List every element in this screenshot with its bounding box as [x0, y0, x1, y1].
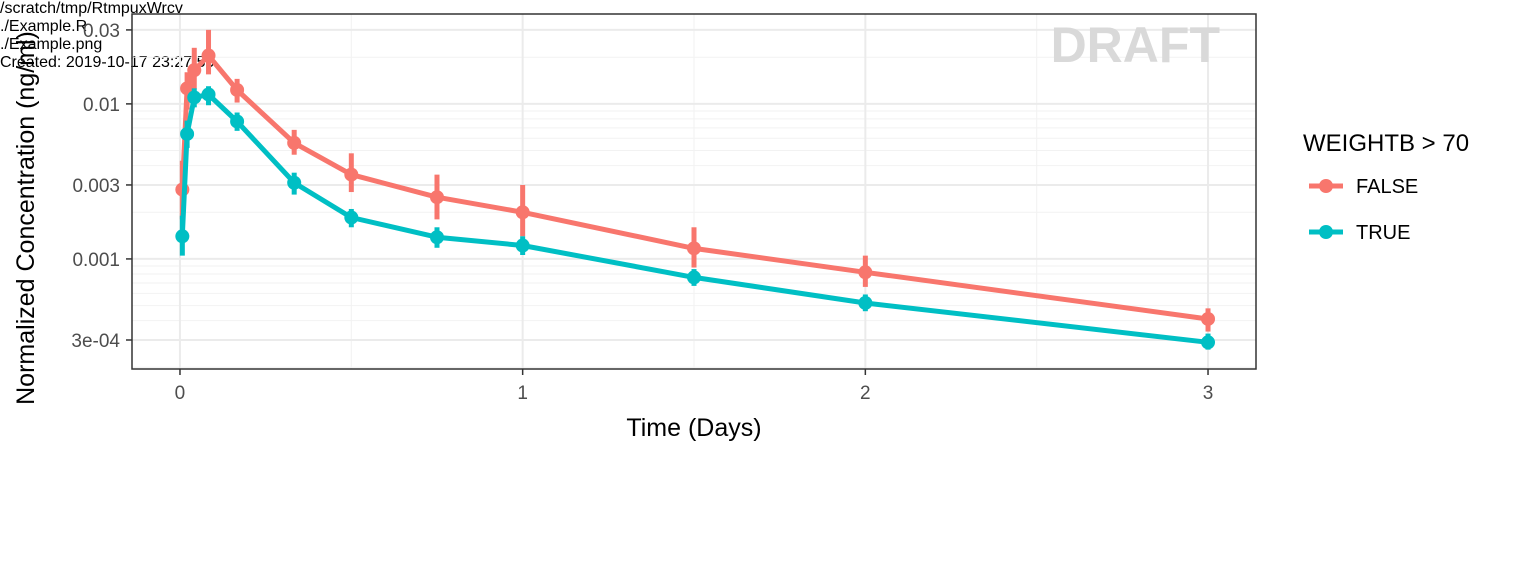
data-point: [201, 48, 216, 63]
legend-item-true: TRUE: [1309, 222, 1410, 244]
series-layer: [175, 29, 1216, 350]
caption-line: ./Example.png: [0, 36, 103, 53]
legend-label: TRUE: [1356, 222, 1410, 244]
y-tick-label: 0.01: [83, 95, 120, 116]
y-axis: 3e-04 0.001 0.003 0.01 0.03: [71, 21, 132, 352]
x-tick-label: 1: [517, 383, 528, 404]
caption: /scratch/tmp/RtmpuxWrcv ./Example.R ./Exam…: [0, 0, 1536, 72]
data-point: [187, 90, 202, 105]
data-point: [230, 82, 245, 97]
legend-label: FALSE: [1356, 176, 1418, 198]
x-axis: 0 1 2 3: [175, 369, 1214, 404]
data-point: [515, 238, 530, 253]
caption-line: ./Example.R: [0, 18, 88, 35]
x-tick-label: 0: [175, 383, 186, 404]
series-false: [175, 29, 1216, 332]
data-point: [201, 87, 216, 102]
series-true: [175, 86, 1216, 350]
legend-items: FALSE TRUE: [1309, 176, 1418, 244]
y-axis-title: Normalized Concentration (ng/ml): [12, 31, 40, 405]
caption-line: /scratch/tmp/RtmpuxWrcv: [0, 0, 183, 17]
x-tick-label: 3: [1203, 383, 1214, 404]
x-axis-title: Time (Days): [626, 414, 761, 442]
data-point: [175, 229, 190, 244]
y-tick-label: 0.003: [72, 176, 120, 197]
data-point: [515, 205, 530, 220]
caption-line: Created: 2019-10-17 23:27:50: [0, 54, 215, 71]
data-point: [858, 265, 873, 280]
y-tick-label: 0.03: [83, 21, 120, 42]
data-point: [344, 167, 359, 182]
plot-panel-border: [131, 13, 1257, 370]
data-point: [287, 175, 302, 190]
draft-watermark: DRAFT: [1051, 17, 1220, 73]
legend-key-point: [1319, 225, 1333, 239]
data-point: [429, 190, 444, 205]
x-tick-label: 2: [860, 383, 871, 404]
data-point: [858, 295, 873, 310]
legend-item-false: FALSE: [1309, 176, 1418, 198]
data-point: [1201, 335, 1216, 350]
data-point: [687, 270, 701, 285]
data-point: [180, 126, 195, 141]
legend: WEIGHTB > 70 FALSE TRUE: [1303, 130, 1469, 244]
data-point: [687, 241, 701, 256]
data-point: [1201, 311, 1216, 326]
data-point: [344, 210, 359, 225]
y-tick-label: 0.001: [72, 250, 120, 271]
data-point: [187, 63, 202, 78]
legend-title: WEIGHTB > 70: [1303, 130, 1469, 157]
data-point: [429, 230, 444, 245]
data-point: [287, 135, 302, 150]
legend-key-point: [1319, 179, 1333, 193]
data-point: [230, 114, 245, 129]
y-tick-label: 3e-04: [71, 331, 120, 352]
